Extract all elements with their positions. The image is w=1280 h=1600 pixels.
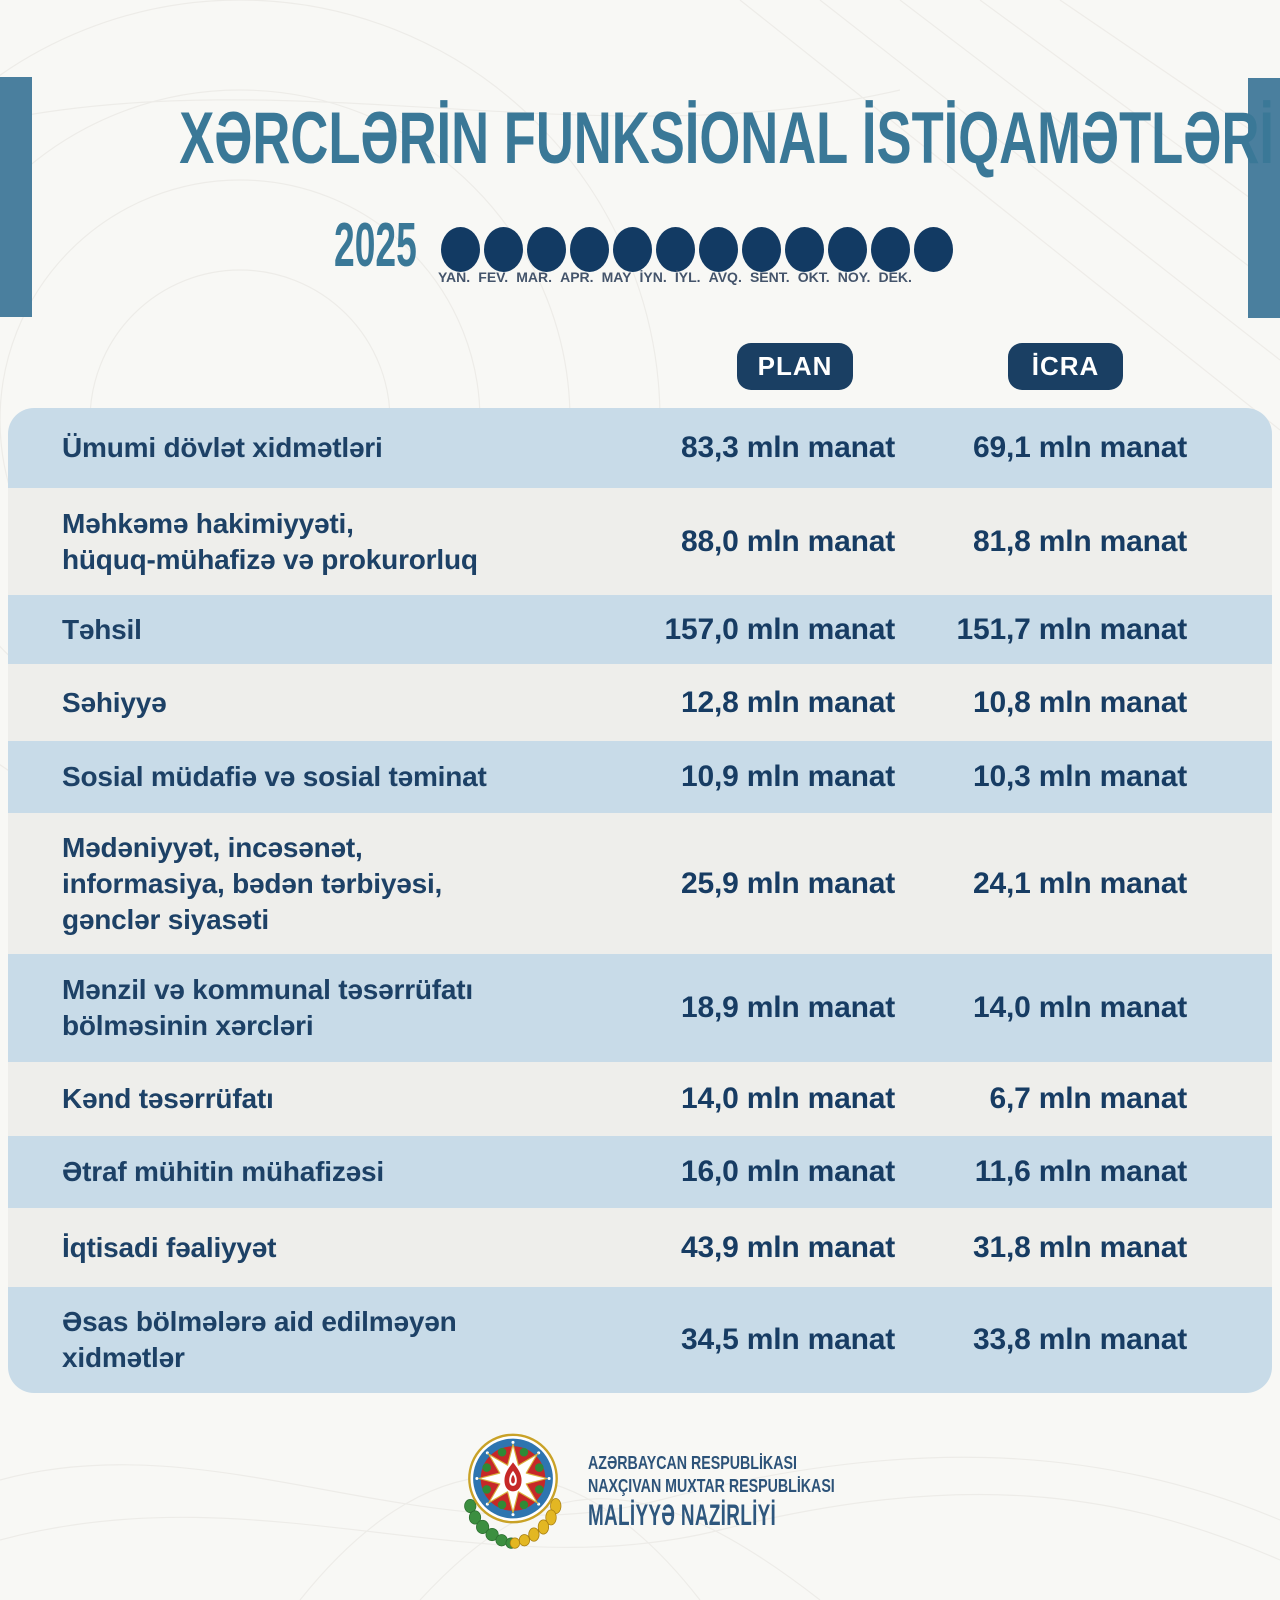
republic-name: NAXÇIVAN MUXTAR RESPUBLİKASI bbox=[588, 1476, 835, 1496]
plan-value: 14,0 mln manat bbox=[681, 1082, 895, 1115]
table-row: Mədəniyyət, incəsənət, informasiya, bədə… bbox=[8, 813, 1272, 954]
expenditure-table: Ümumi dövlət xidmətləri 83,3 mln manat 6… bbox=[8, 408, 1272, 1393]
icra-value: 6,7 mln manat bbox=[989, 1082, 1188, 1115]
plan-value: 16,0 mln manat bbox=[681, 1155, 895, 1188]
month-dot bbox=[570, 227, 609, 272]
month-label: FEV. bbox=[478, 269, 509, 285]
plan-value: 12,8 mln manat bbox=[681, 685, 895, 719]
table-row: Əsas bölmələrə aid edilməyən xidmətlər 3… bbox=[8, 1287, 1272, 1393]
icra-value: 151,7 mln manat bbox=[956, 612, 1188, 646]
month-dot bbox=[871, 227, 910, 272]
month-label: SENT. bbox=[749, 269, 790, 285]
row-label: Mənzil və kommunal təsərrüfatı bölməsini… bbox=[62, 974, 474, 1041]
ministry-name: MALİYYƏ NAZİRLİYİ bbox=[588, 1499, 777, 1532]
row-label: Təhsil bbox=[62, 613, 142, 645]
month-dot bbox=[527, 227, 566, 272]
month-dot bbox=[699, 227, 738, 272]
month-dot bbox=[484, 227, 523, 272]
month-dot bbox=[441, 227, 480, 272]
month-label: İYN. bbox=[639, 269, 667, 285]
icra-column-badge: İCRA bbox=[1008, 343, 1123, 390]
left-accent-bar bbox=[0, 77, 32, 317]
table-row: Ətraf mühitin mühafizəsi 16,0 mln manat … bbox=[8, 1136, 1272, 1208]
month-dot bbox=[742, 227, 781, 272]
year-label: 2025 bbox=[334, 211, 417, 280]
table-row: Kənd təsərrüfatı 14,0 mln manat 6,7 mln … bbox=[8, 1062, 1272, 1136]
icra-value: 69,1 mln manat bbox=[973, 431, 1187, 464]
icra-value: 81,8 mln manat bbox=[973, 524, 1187, 558]
icra-value: 31,8 mln manat bbox=[973, 1230, 1187, 1264]
month-dot bbox=[656, 227, 695, 272]
month-labels: YAN. FEV. MAR. APR. MAY İYN. İYL. AVQ. S… bbox=[438, 269, 912, 285]
row-label: Kənd təsərrüfatı bbox=[62, 1083, 274, 1114]
table-row: Səhiyyə 12,8 mln manat 10,8 mln manat bbox=[8, 664, 1272, 741]
row-label: Ümumi dövlət xidmətləri bbox=[62, 432, 383, 463]
country-name: AZƏRBAYCAN RESPUBLİKASI bbox=[588, 1453, 797, 1473]
month-progress-dots bbox=[441, 227, 953, 272]
plan-column-badge: PLAN bbox=[737, 343, 853, 390]
month-label: DEK. bbox=[878, 269, 912, 285]
plan-value: 43,9 mln manat bbox=[681, 1230, 895, 1264]
icra-value: 11,6 mln manat bbox=[974, 1155, 1188, 1188]
month-label: İYL. bbox=[674, 269, 701, 285]
plan-value: 157,0 mln manat bbox=[664, 612, 896, 646]
month-dot bbox=[785, 227, 824, 272]
row-label: Sosial müdafiə və sosial təminat bbox=[62, 761, 487, 792]
row-label: Mədəniyyət, incəsənət, informasiya, bədə… bbox=[62, 831, 443, 935]
plan-value: 10,9 mln manat bbox=[681, 760, 895, 793]
month-label: AVQ. bbox=[708, 269, 742, 285]
row-label: İqtisadi fəaliyyət bbox=[62, 1231, 277, 1263]
icra-value: 10,3 mln manat bbox=[973, 760, 1187, 793]
row-label: Əsas bölmələrə aid edilməyən xidmətlər bbox=[62, 1306, 457, 1373]
icra-value: 14,0 mln manat bbox=[973, 991, 1187, 1024]
page-title: XƏRCLƏRİN FUNKSİONAL İSTİQAMƏTLƏRİ bbox=[179, 98, 1275, 179]
month-label: OKT. bbox=[797, 269, 830, 285]
right-accent-bar bbox=[1248, 78, 1280, 318]
ministry-signature: AZƏRBAYCAN RESPUBLİKASI NAXÇIVAN MUXTAR … bbox=[588, 1452, 900, 1532]
table-row: Mənzil və kommunal təsərrüfatı bölməsini… bbox=[8, 954, 1272, 1062]
icra-value: 33,8 mln manat bbox=[973, 1323, 1187, 1356]
icra-value: 10,8 mln manat bbox=[973, 685, 1187, 719]
plan-value: 18,9 mln manat bbox=[681, 991, 895, 1024]
month-label: YAN. bbox=[438, 269, 471, 285]
plan-value: 83,3 mln manat bbox=[681, 431, 895, 464]
plan-value: 34,5 mln manat bbox=[681, 1323, 895, 1356]
row-label: Ətraf mühitin mühafizəsi bbox=[62, 1156, 384, 1187]
month-label: NOY. bbox=[837, 269, 871, 285]
month-label: MAY bbox=[601, 269, 632, 285]
table-row: Təhsil 157,0 mln manat 151,7 mln manat bbox=[8, 595, 1272, 664]
month-dot bbox=[914, 227, 953, 272]
month-dot bbox=[828, 227, 867, 272]
row-label: Səhiyyə bbox=[62, 686, 167, 718]
table-row: Sosial müdafiə və sosial təminat 10,9 ml… bbox=[8, 741, 1272, 813]
month-label: MAR. bbox=[516, 269, 552, 285]
row-label: Məhkəmə hakimiyyəti, hüquq-mühafizə və p… bbox=[62, 507, 478, 575]
month-dot bbox=[613, 227, 652, 272]
table-row: Ümumi dövlət xidmətləri 83,3 mln manat 6… bbox=[8, 408, 1272, 488]
month-label: APR. bbox=[560, 269, 594, 285]
plan-value: 88,0 mln manat bbox=[681, 524, 895, 558]
table-row: Məhkəmə hakimiyyəti, hüquq-mühafizə və p… bbox=[8, 488, 1272, 595]
azerbaijan-coat-of-arms-icon bbox=[464, 1433, 562, 1549]
table-row: İqtisadi fəaliyyət 43,9 mln manat 31,8 m… bbox=[8, 1208, 1272, 1287]
icra-value: 24,1 mln manat bbox=[973, 866, 1187, 900]
plan-value: 25,9 mln manat bbox=[681, 866, 895, 900]
